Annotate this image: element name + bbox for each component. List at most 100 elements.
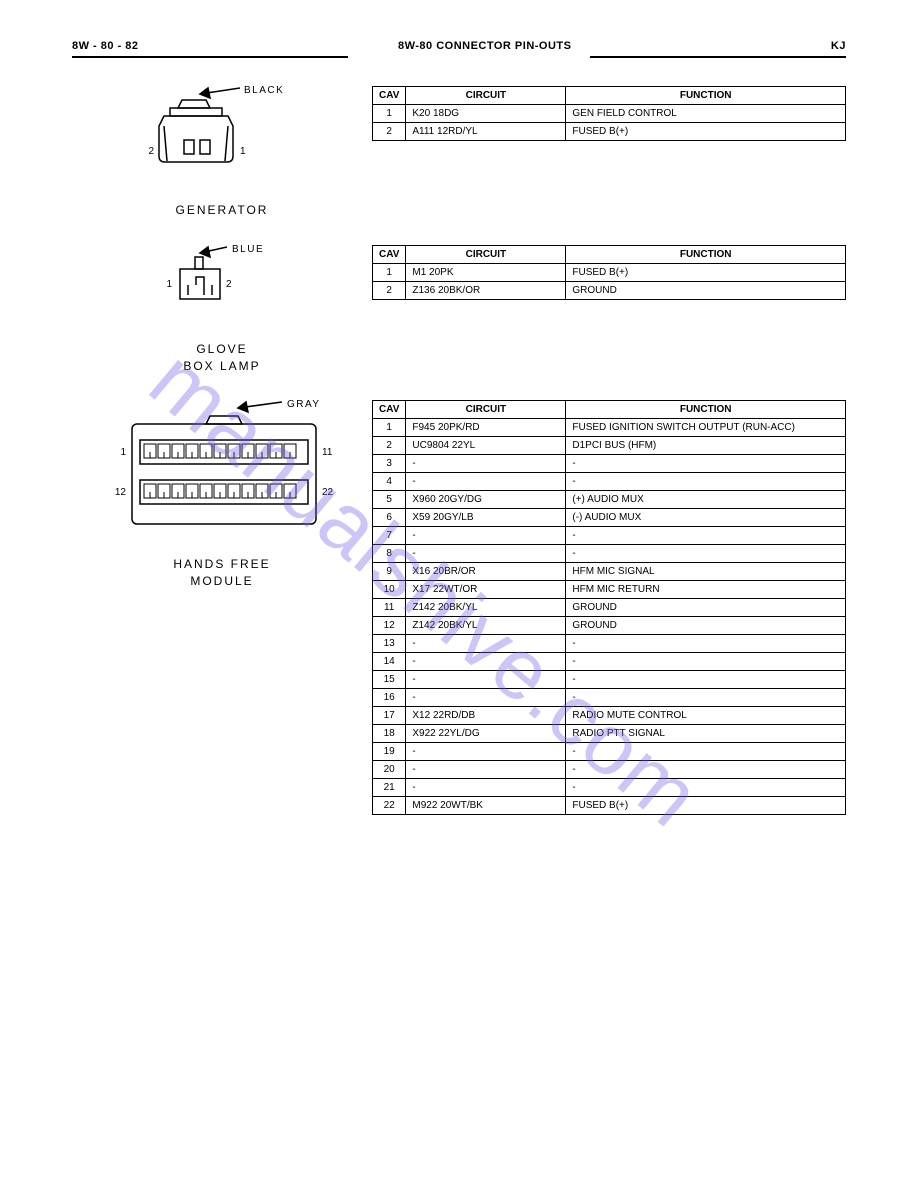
- cell-cav: 15: [373, 671, 406, 689]
- table-row: 1K20 18DGGEN FIELD CONTROL: [373, 105, 846, 123]
- table-row: 11Z142 20BK/YLGROUND: [373, 599, 846, 617]
- generator-tbody: 1K20 18DGGEN FIELD CONTROL2A111 12RD/YLF…: [373, 105, 846, 141]
- cell-function: -: [566, 527, 846, 545]
- table-row: 21--: [373, 779, 846, 797]
- cell-circuit: -: [406, 653, 566, 671]
- cell-function: -: [566, 473, 846, 491]
- cell-function: RADIO MUTE CONTROL: [566, 707, 846, 725]
- cell-function: -: [566, 671, 846, 689]
- cell-function: (+) AUDIO MUX: [566, 491, 846, 509]
- table-row: 18X922 22YL/DGRADIO PTT SIGNAL: [373, 725, 846, 743]
- cell-function: GROUND: [566, 599, 846, 617]
- cell-cav: 14: [373, 653, 406, 671]
- svg-text:2: 2: [148, 146, 154, 157]
- handsfree-table-col: CAV CIRCUIT FUNCTION 1F945 20PK/RDFUSED …: [372, 400, 846, 815]
- glovebox-table: CAV CIRCUIT FUNCTION 1M1 20PKFUSED B(+)2…: [372, 245, 846, 300]
- cell-circuit: X17 22WT/OR: [406, 581, 566, 599]
- cell-circuit: -: [406, 743, 566, 761]
- cell-circuit: Z136 20BK/OR: [406, 281, 566, 299]
- cell-cav: 19: [373, 743, 406, 761]
- header-right: KJ: [831, 40, 846, 52]
- handsfree-table: CAV CIRCUIT FUNCTION 1F945 20PK/RDFUSED …: [372, 400, 846, 815]
- cell-cav: 2: [373, 437, 406, 455]
- section-handsfree: GRAY: [72, 400, 846, 815]
- glovebox-table-col: CAV CIRCUIT FUNCTION 1M1 20PKFUSED B(+)2…: [372, 245, 846, 300]
- cell-cav: 1: [373, 419, 406, 437]
- table-row: 2A111 12RD/YLFUSED B(+): [373, 123, 846, 141]
- cell-cav: 12: [373, 617, 406, 635]
- cell-circuit: X12 22RD/DB: [406, 707, 566, 725]
- cell-circuit: -: [406, 761, 566, 779]
- table-row: 2UC9804 22YLD1PCI BUS (HFM): [373, 437, 846, 455]
- cell-circuit: -: [406, 473, 566, 491]
- table-row: 6X59 20GY/LB(-) AUDIO MUX: [373, 509, 846, 527]
- svg-text:11: 11: [322, 447, 333, 458]
- glovebox-tbody: 1M1 20PKFUSED B(+)2Z136 20BK/ORGROUND: [373, 263, 846, 299]
- section-glovebox: BLUE 1 2 GLOVEBOX LAMP CAV CIRCUIT FUNCT…: [72, 245, 846, 375]
- table-row: 16--: [373, 689, 846, 707]
- cell-circuit: M922 20WT/BK: [406, 797, 566, 815]
- table-row: 20--: [373, 761, 846, 779]
- cell-function: -: [566, 635, 846, 653]
- svg-text:GRAY: GRAY: [287, 400, 321, 410]
- svg-text:1: 1: [120, 447, 126, 458]
- generator-table: CAV CIRCUIT FUNCTION 1K20 18DGGEN FIELD …: [372, 86, 846, 141]
- cell-function: GEN FIELD CONTROL: [566, 105, 846, 123]
- col-cav: CAV: [373, 401, 406, 419]
- table-row: 4--: [373, 473, 846, 491]
- cell-cav: 10: [373, 581, 406, 599]
- col-circuit: CIRCUIT: [406, 401, 566, 419]
- cell-cav: 6: [373, 509, 406, 527]
- cell-function: D1PCI BUS (HFM): [566, 437, 846, 455]
- cell-circuit: -: [406, 671, 566, 689]
- col-circuit: CIRCUIT: [406, 87, 566, 105]
- table-row: 14--: [373, 653, 846, 671]
- col-function: FUNCTION: [566, 401, 846, 419]
- glovebox-connector-icon: BLUE 1 2: [92, 245, 352, 335]
- handsfree-label: HANDS FREEMODULE: [173, 556, 270, 590]
- cell-function: -: [566, 455, 846, 473]
- generator-table-col: CAV CIRCUIT FUNCTION 1K20 18DGGEN FIELD …: [372, 86, 846, 141]
- table-row: 12Z142 20BK/YLGROUND: [373, 617, 846, 635]
- table-row: 3--: [373, 455, 846, 473]
- cell-cav: 1: [373, 105, 406, 123]
- cell-cav: 20: [373, 761, 406, 779]
- cell-circuit: -: [406, 455, 566, 473]
- cell-function: FUSED B(+): [566, 797, 846, 815]
- cell-circuit: UC9804 22YL: [406, 437, 566, 455]
- svg-text:BLUE: BLUE: [232, 245, 264, 255]
- cell-cav: 22: [373, 797, 406, 815]
- cell-cav: 8: [373, 545, 406, 563]
- cell-function: -: [566, 653, 846, 671]
- cell-circuit: Z142 20BK/YL: [406, 617, 566, 635]
- table-row: 17X12 22RD/DBRADIO MUTE CONTROL: [373, 707, 846, 725]
- cell-function: -: [566, 779, 846, 797]
- cell-function: -: [566, 761, 846, 779]
- cell-cav: 5: [373, 491, 406, 509]
- generator-diagram-col: BLACK 2 1 GENERATOR: [72, 86, 372, 219]
- handsfree-connector-icon: GRAY: [92, 400, 352, 550]
- cell-cav: 11: [373, 599, 406, 617]
- cell-cav: 21: [373, 779, 406, 797]
- svg-text:12: 12: [115, 487, 127, 498]
- table-row: 22M922 20WT/BKFUSED B(+): [373, 797, 846, 815]
- cell-circuit: X16 20BR/OR: [406, 563, 566, 581]
- svg-text:1: 1: [166, 279, 172, 290]
- cell-function: FUSED IGNITION SWITCH OUTPUT (RUN-ACC): [566, 419, 846, 437]
- svg-text:BLACK: BLACK: [244, 86, 284, 96]
- table-row: 7--: [373, 527, 846, 545]
- col-function: FUNCTION: [566, 87, 846, 105]
- cell-function: HFM MIC RETURN: [566, 581, 846, 599]
- cell-circuit: M1 20PK: [406, 263, 566, 281]
- col-cav: CAV: [373, 245, 406, 263]
- cell-function: FUSED B(+): [566, 263, 846, 281]
- svg-text:22: 22: [322, 487, 334, 498]
- cell-circuit: K20 18DG: [406, 105, 566, 123]
- cell-circuit: -: [406, 545, 566, 563]
- header-left: 8W - 80 - 82: [72, 40, 139, 52]
- col-cav: CAV: [373, 87, 406, 105]
- header-rule: [72, 56, 846, 58]
- section-generator: BLACK 2 1 GENERATOR CAV: [72, 86, 846, 219]
- cell-circuit: X960 20GY/DG: [406, 491, 566, 509]
- col-circuit: CIRCUIT: [406, 245, 566, 263]
